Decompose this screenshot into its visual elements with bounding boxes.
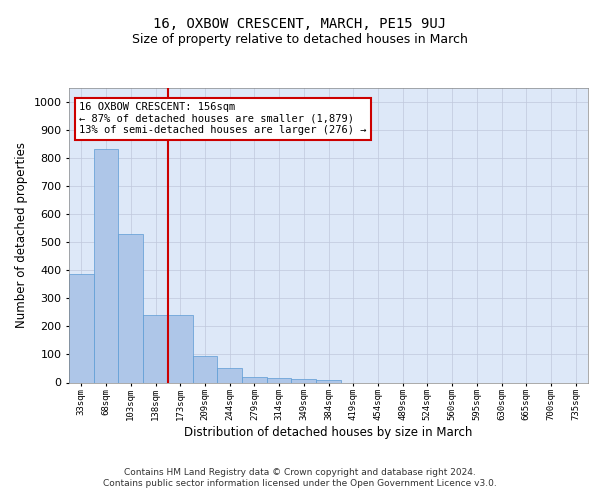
Text: 16, OXBOW CRESCENT, MARCH, PE15 9UJ: 16, OXBOW CRESCENT, MARCH, PE15 9UJ [154,18,446,32]
Bar [69,274,94,382]
Y-axis label: Number of detached properties: Number of detached properties [15,142,28,328]
Bar [193,356,217,382]
Bar [94,150,118,382]
Text: Contains HM Land Registry data © Crown copyright and database right 2024.
Contai: Contains HM Land Registry data © Crown c… [103,468,497,487]
Bar [217,368,242,382]
X-axis label: Distribution of detached houses by size in March: Distribution of detached houses by size … [184,426,473,439]
Bar [316,380,341,382]
Bar [168,315,193,382]
Text: 16 OXBOW CRESCENT: 156sqm
← 87% of detached houses are smaller (1,879)
13% of se: 16 OXBOW CRESCENT: 156sqm ← 87% of detac… [79,102,367,136]
Bar [118,234,143,382]
Bar [242,377,267,382]
Bar [292,379,316,382]
Bar [143,315,168,382]
Bar [267,378,292,382]
Text: Size of property relative to detached houses in March: Size of property relative to detached ho… [132,32,468,46]
